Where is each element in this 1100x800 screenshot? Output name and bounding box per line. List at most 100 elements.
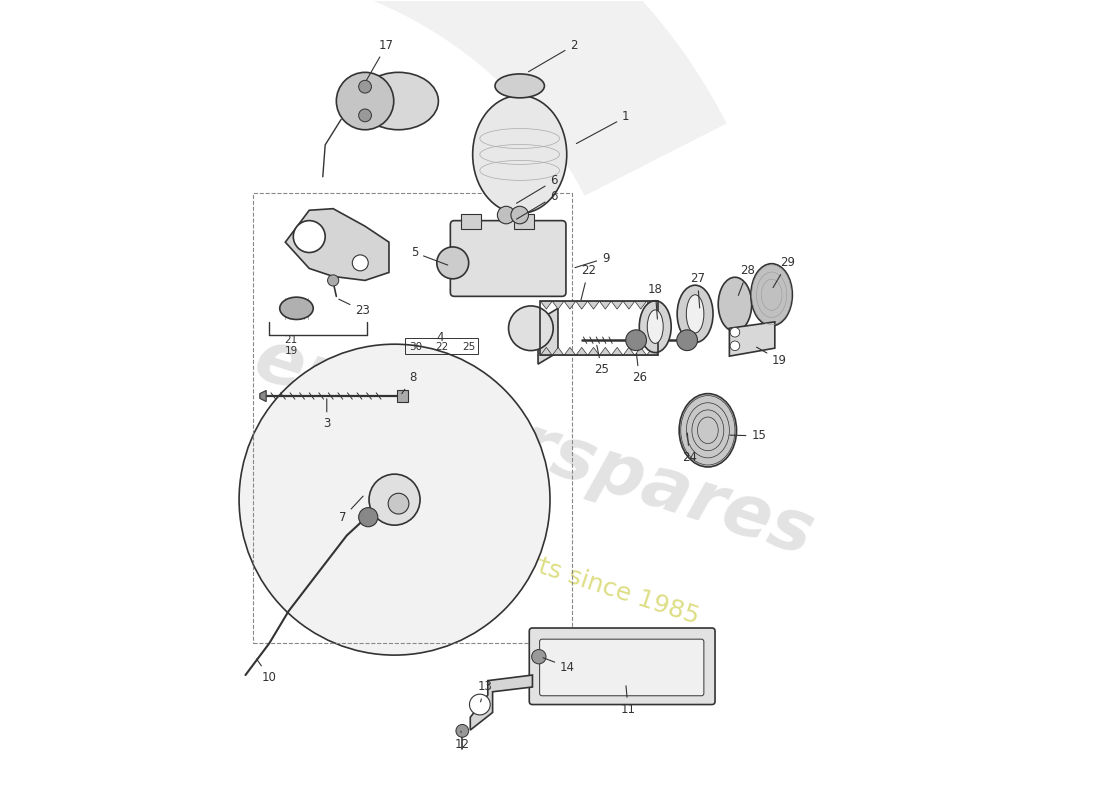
Text: 6: 6	[517, 174, 558, 203]
Polygon shape	[575, 347, 587, 355]
Circle shape	[470, 694, 491, 715]
Text: 14: 14	[543, 658, 575, 674]
Ellipse shape	[647, 310, 663, 343]
Polygon shape	[600, 301, 612, 309]
Text: 27: 27	[690, 272, 705, 308]
Text: 28: 28	[738, 264, 755, 295]
Ellipse shape	[279, 297, 313, 319]
Polygon shape	[0, 0, 727, 196]
Polygon shape	[471, 675, 532, 730]
Text: 1: 1	[576, 110, 629, 143]
Ellipse shape	[639, 301, 671, 353]
Text: a passion for parts since 1985: a passion for parts since 1985	[334, 490, 702, 630]
Polygon shape	[612, 301, 623, 309]
Text: 4: 4	[437, 331, 443, 344]
Text: 29: 29	[773, 256, 795, 287]
Circle shape	[497, 206, 515, 224]
Polygon shape	[729, 322, 774, 356]
Text: 17: 17	[366, 38, 394, 80]
Circle shape	[531, 650, 546, 664]
FancyBboxPatch shape	[450, 221, 565, 296]
Ellipse shape	[679, 394, 737, 467]
Circle shape	[455, 725, 469, 738]
Polygon shape	[397, 390, 408, 402]
Circle shape	[508, 306, 553, 350]
Polygon shape	[552, 301, 564, 309]
Polygon shape	[635, 347, 647, 355]
Polygon shape	[575, 301, 587, 309]
Circle shape	[676, 330, 697, 350]
Text: 13: 13	[477, 681, 492, 702]
Circle shape	[239, 344, 550, 655]
Polygon shape	[260, 390, 266, 402]
Text: 25: 25	[462, 342, 475, 351]
Bar	[540, 301, 659, 355]
Bar	[253, 193, 572, 643]
Circle shape	[626, 330, 647, 350]
Ellipse shape	[751, 264, 792, 326]
Circle shape	[388, 494, 409, 514]
Circle shape	[730, 341, 739, 350]
Polygon shape	[647, 301, 659, 309]
Polygon shape	[623, 347, 635, 355]
Polygon shape	[587, 301, 600, 309]
Circle shape	[328, 275, 339, 286]
Polygon shape	[564, 301, 575, 309]
Polygon shape	[538, 308, 558, 364]
Ellipse shape	[686, 294, 704, 333]
Text: 22: 22	[581, 264, 596, 300]
Circle shape	[352, 255, 368, 271]
Text: 3: 3	[323, 398, 330, 430]
Circle shape	[359, 80, 372, 93]
Polygon shape	[587, 347, 600, 355]
Text: 12: 12	[454, 731, 470, 751]
Polygon shape	[540, 347, 552, 355]
Polygon shape	[552, 347, 564, 355]
Text: 22: 22	[436, 342, 449, 351]
Ellipse shape	[473, 95, 566, 214]
Circle shape	[359, 109, 372, 122]
Text: 7: 7	[339, 496, 363, 525]
Circle shape	[730, 327, 739, 337]
Ellipse shape	[678, 286, 713, 342]
Polygon shape	[540, 301, 552, 309]
Polygon shape	[285, 209, 389, 281]
Circle shape	[368, 474, 420, 525]
Circle shape	[359, 508, 377, 526]
Text: 30: 30	[409, 342, 422, 351]
Text: 18: 18	[648, 283, 662, 319]
Circle shape	[337, 72, 394, 130]
Text: 21: 21	[284, 335, 297, 346]
Circle shape	[510, 206, 528, 224]
Text: 6: 6	[517, 190, 558, 219]
Circle shape	[294, 221, 326, 253]
Text: 23: 23	[339, 299, 370, 318]
Text: 2: 2	[528, 38, 578, 72]
Text: 24: 24	[682, 433, 697, 464]
Text: 10: 10	[256, 659, 277, 684]
Polygon shape	[600, 347, 612, 355]
Text: 9: 9	[575, 251, 609, 268]
Text: 19: 19	[285, 346, 298, 355]
Text: eurocarspares: eurocarspares	[245, 325, 823, 571]
Polygon shape	[647, 347, 659, 355]
Ellipse shape	[359, 72, 439, 130]
Text: 8: 8	[402, 371, 417, 394]
Text: 26: 26	[631, 354, 647, 384]
Bar	[461, 214, 481, 229]
Text: 11: 11	[620, 686, 636, 716]
FancyBboxPatch shape	[540, 639, 704, 696]
Polygon shape	[623, 301, 635, 309]
Text: 19: 19	[757, 347, 788, 366]
Bar	[514, 214, 535, 229]
Polygon shape	[635, 301, 647, 309]
Text: 5: 5	[410, 246, 448, 265]
Text: 25: 25	[594, 346, 609, 376]
FancyBboxPatch shape	[529, 628, 715, 705]
Ellipse shape	[495, 74, 544, 98]
Polygon shape	[564, 347, 575, 355]
Circle shape	[437, 247, 469, 279]
Ellipse shape	[718, 278, 751, 331]
Polygon shape	[612, 347, 623, 355]
Bar	[405, 338, 478, 354]
